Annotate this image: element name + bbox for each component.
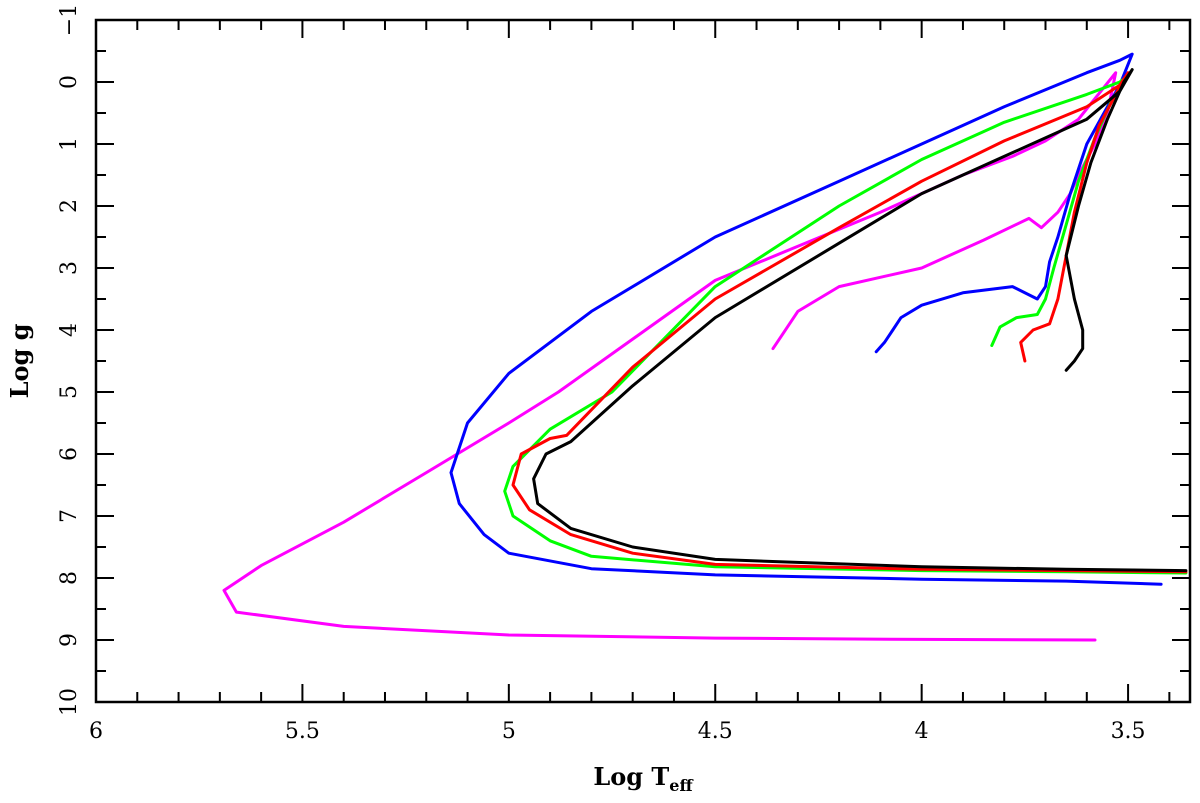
- tick-marks: [95, 19, 1190, 703]
- series-line-1: [222, 71, 1118, 642]
- y-tick-label: 2: [57, 199, 82, 213]
- series-line-3: [503, 74, 1188, 575]
- x-axis-title: Log Teff: [593, 762, 693, 795]
- x-tick-label: 6: [89, 719, 103, 744]
- x-tick-label: 5: [502, 719, 516, 744]
- x-tick-label: 3.5: [1111, 719, 1146, 744]
- series-line-5: [532, 68, 1188, 573]
- y-tick-label: 5: [57, 385, 82, 399]
- series-group: [222, 52, 1188, 642]
- y-tick-label: −1: [57, 4, 82, 36]
- y-tick-label: 1: [57, 137, 82, 151]
- y-tick-label: 7: [57, 509, 82, 523]
- y-axis-title: Log g: [5, 323, 34, 398]
- y-tick-label: 0: [57, 75, 82, 89]
- series-line-2: [449, 52, 1163, 586]
- y-tick-label: 4: [57, 323, 82, 337]
- series-line-4: [511, 71, 1188, 574]
- y-tick-label: 9: [57, 633, 82, 647]
- x-tick-label: 4.5: [698, 719, 733, 744]
- y-tick-label: 10: [57, 688, 82, 716]
- y-tick-label: 3: [57, 261, 82, 275]
- y-tick-label: 6: [57, 447, 82, 461]
- tick-labels: 6 5.5 5 4.5 4 3.5 −1 0 1 2 3 4 5 6 7 8 9 10: [57, 4, 1146, 744]
- x-tick-label: 5.5: [285, 719, 320, 744]
- y-tick-label: 8: [57, 571, 82, 585]
- x-tick-label: 4: [915, 719, 929, 744]
